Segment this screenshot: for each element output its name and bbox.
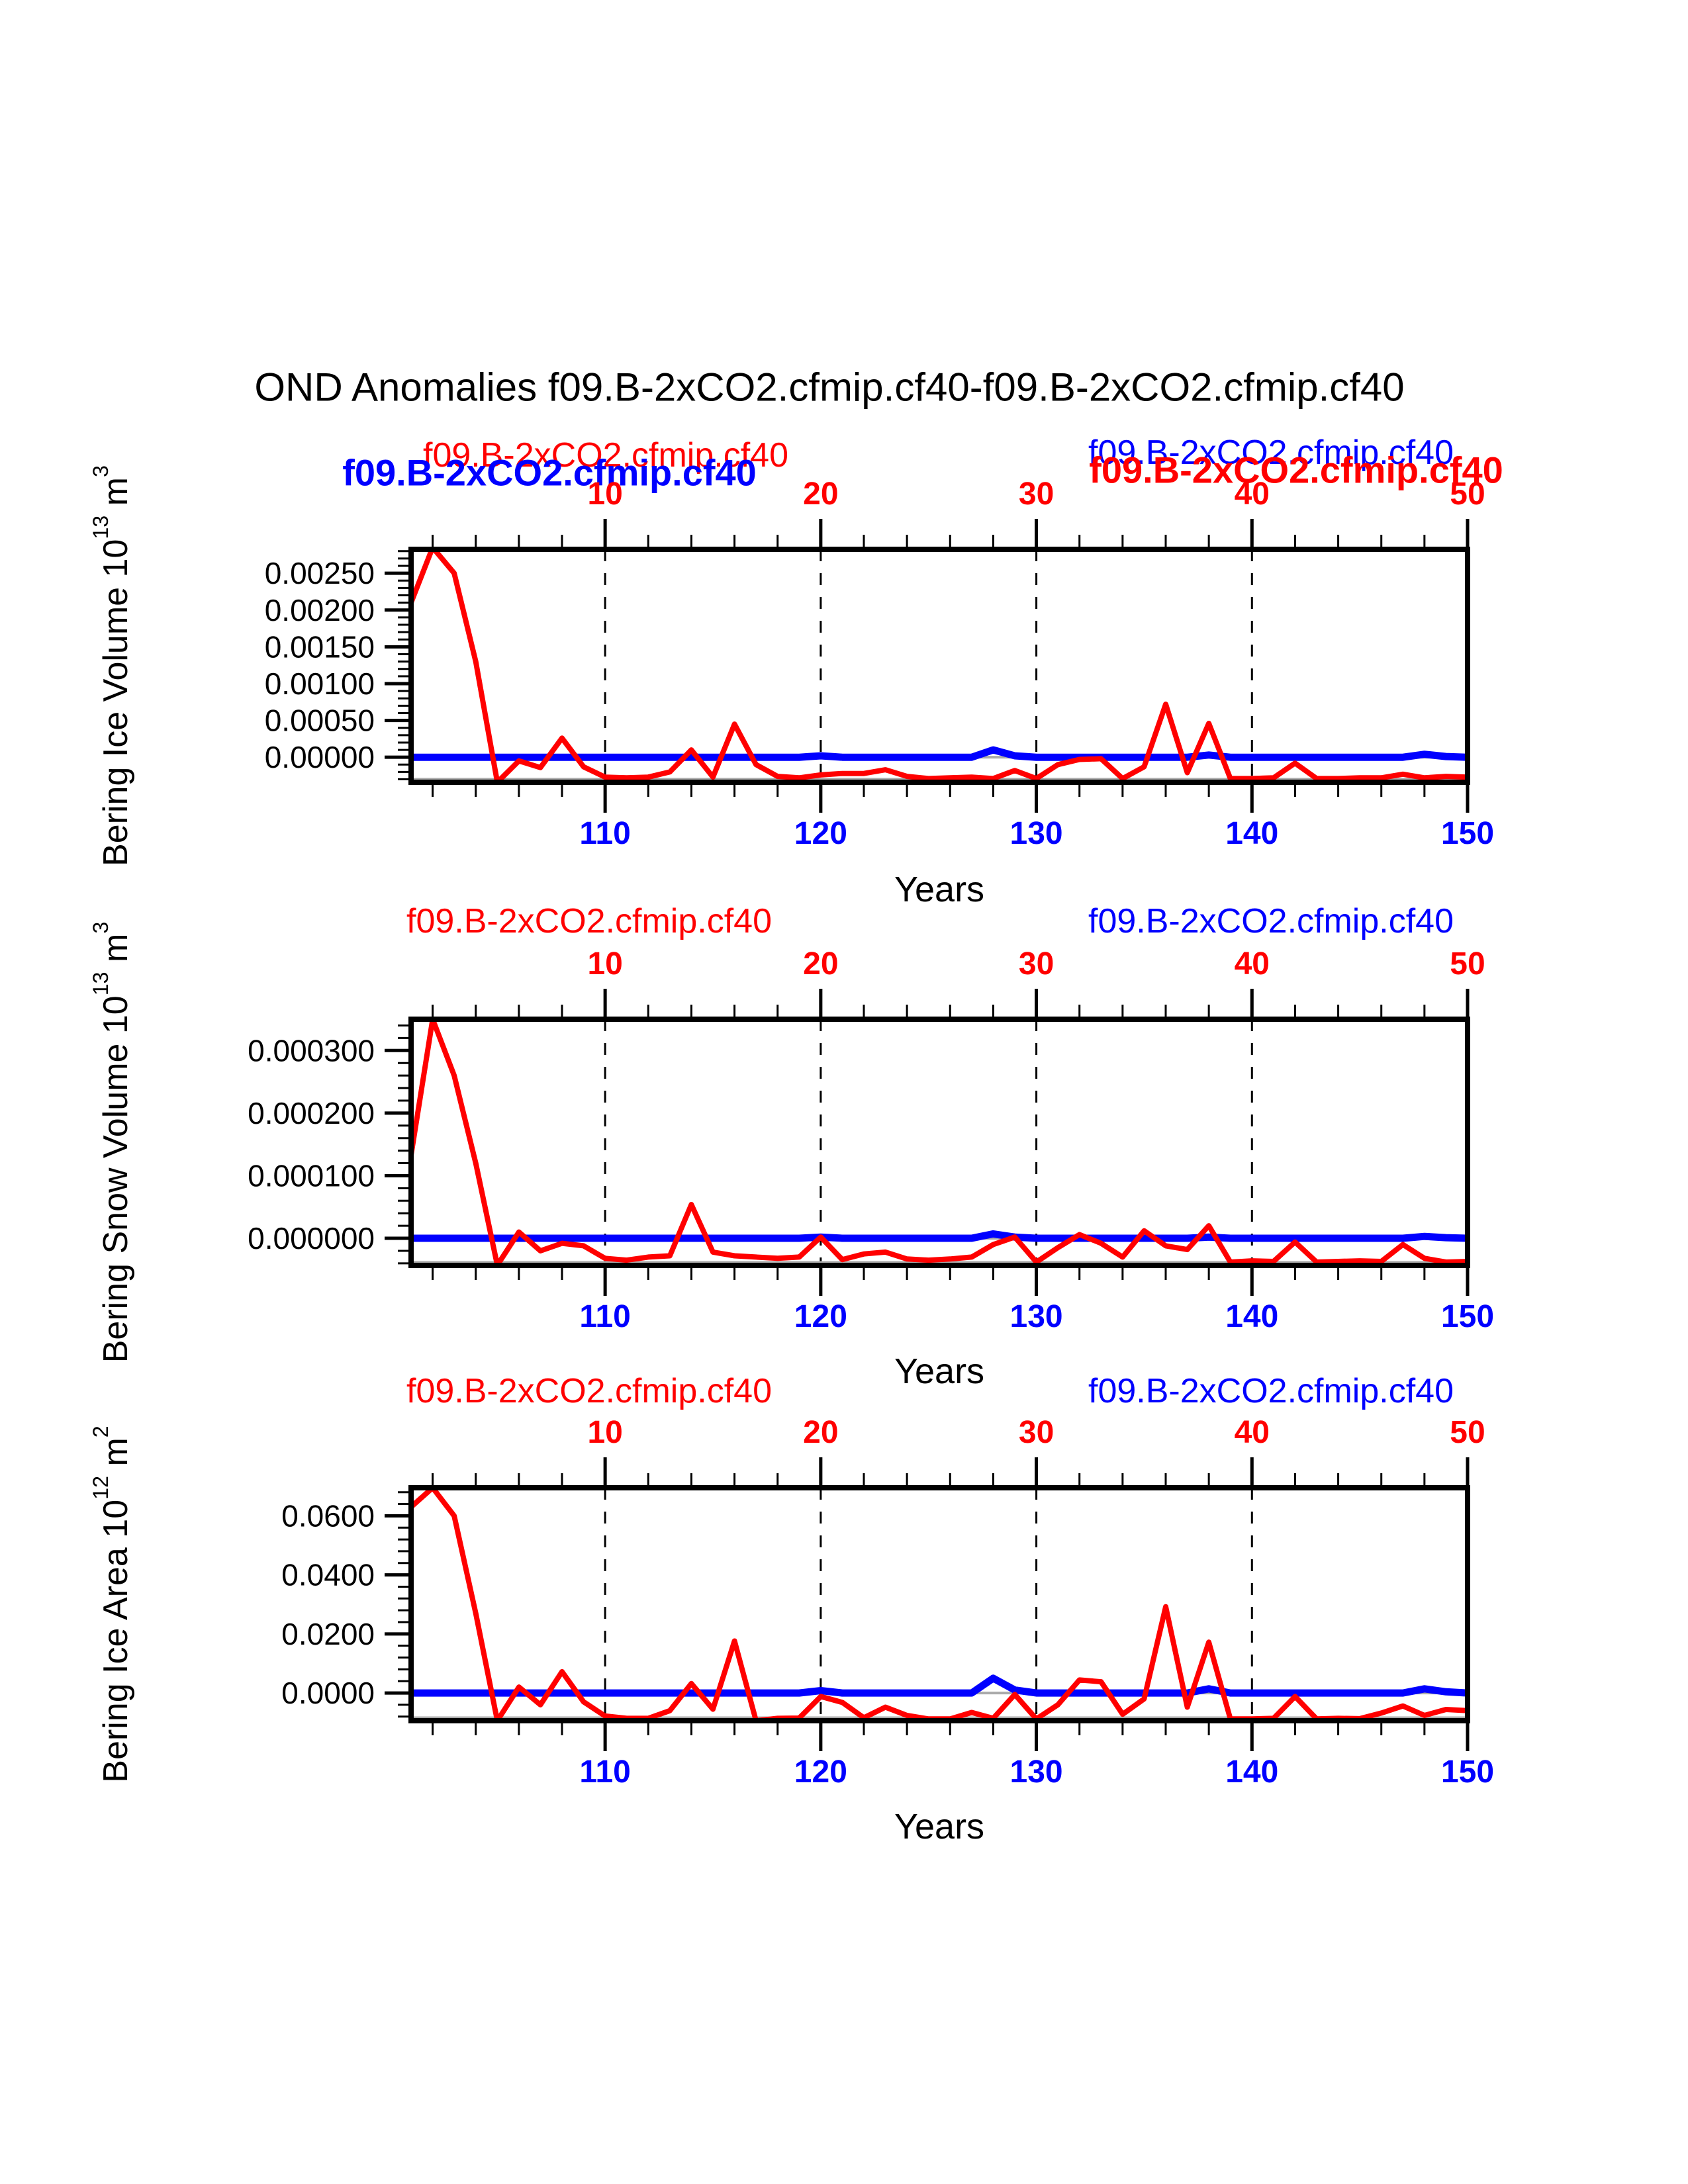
top-axis-number: 30 <box>1019 1415 1054 1450</box>
y-tick-label: 0.000000 <box>248 1221 375 1255</box>
y-tick-label: 0.000200 <box>248 1096 375 1130</box>
y-tick-label: 0.00200 <box>265 593 375 627</box>
top-axis-number: 30 <box>1019 477 1054 512</box>
top-axis-number: 20 <box>803 1415 838 1450</box>
top-axis-number: 50 <box>1450 1415 1485 1450</box>
top-axis-number: 50 <box>1450 477 1485 512</box>
legend-blue-series: f09.B-2xCO2.cfmip.cf40 <box>1088 902 1454 940</box>
top-axis-number: 20 <box>803 477 838 512</box>
legend-blue-series: f09.B-2xCO2.cfmip.cf40 <box>342 451 757 494</box>
y-tick-label: 0.0600 <box>281 1498 375 1533</box>
bottom-axis-number: 130 <box>1010 1754 1063 1790</box>
legend-red-series: f09.B-2xCO2.cfmip.cf40 <box>423 436 788 475</box>
bottom-axis-number: 140 <box>1225 1299 1278 1334</box>
y-tick-label: 0.0000 <box>281 1676 375 1710</box>
panel-frame <box>408 1017 1470 1268</box>
bottom-axis-number: 150 <box>1441 816 1494 851</box>
legend-red-series: f09.B-2xCO2.cfmip.cf40 <box>406 1372 772 1410</box>
bottom-axis-number: 130 <box>1010 1299 1063 1334</box>
bottom-axis-number: 110 <box>579 1754 630 1790</box>
legend-blue-series: f09.B-2xCO2.cfmip.cf40 <box>1088 1372 1454 1410</box>
data-line-blue <box>410 746 1469 761</box>
top-axis-number: 50 <box>1450 946 1485 981</box>
data-line-red <box>410 547 1469 784</box>
y-tick-label: 0.0200 <box>281 1617 375 1651</box>
y-tick-label: 0.00050 <box>265 704 375 738</box>
bottom-axis-number: 140 <box>1225 816 1278 851</box>
y-tick-label: 0.00000 <box>265 740 375 774</box>
top-axis-number: 30 <box>1019 946 1054 981</box>
data-line-red <box>410 1017 1469 1267</box>
top-axis-number: 10 <box>587 1415 622 1450</box>
top-axis-number: 10 <box>587 477 622 512</box>
page-title: OND Anomalies f09.B-2xCO2.cfmip.cf40-f09… <box>254 365 1405 410</box>
top-axis-number: 20 <box>803 946 838 981</box>
x-axis-title: Years <box>894 870 985 909</box>
panel-frame <box>408 1485 1470 1723</box>
bottom-axis-number: 110 <box>579 816 630 851</box>
data-line-red <box>410 1486 1469 1723</box>
data-line-blue <box>410 1230 1469 1242</box>
legend-red-series: f09.B-2xCO2.cfmip.cf40 <box>1089 449 1503 491</box>
y-tick-label: 0.00100 <box>265 666 375 701</box>
top-axis-number: 40 <box>1235 1415 1270 1450</box>
y-tick-label: 0.000100 <box>248 1158 375 1193</box>
top-axis-number: 40 <box>1235 946 1270 981</box>
bottom-axis-number: 130 <box>1010 816 1063 851</box>
y-tick-label: 0.0400 <box>281 1558 375 1592</box>
x-axis-title: Years <box>894 1351 985 1391</box>
bottom-axis-number: 150 <box>1441 1754 1494 1790</box>
bottom-axis-number: 120 <box>794 816 847 851</box>
legend-blue-series: f09.B-2xCO2.cfmip.cf40 <box>1088 433 1454 472</box>
bottom-axis-number: 120 <box>794 1754 847 1790</box>
bottom-axis-number: 140 <box>1225 1754 1278 1790</box>
y-tick-label: 0.000300 <box>248 1033 375 1068</box>
bottom-axis-number: 150 <box>1441 1299 1494 1334</box>
y-tick-label: 0.00250 <box>265 556 375 590</box>
data-line-blue <box>410 1674 1469 1697</box>
y-tick-label: 0.00150 <box>265 629 375 664</box>
x-axis-title: Years <box>894 1807 985 1846</box>
legend-red-series: f09.B-2xCO2.cfmip.cf40 <box>406 902 772 940</box>
panel-frame <box>408 547 1470 785</box>
top-axis-number: 10 <box>587 946 622 981</box>
bottom-axis-number: 120 <box>794 1299 847 1334</box>
bottom-axis-number: 110 <box>579 1299 630 1334</box>
top-axis-number: 40 <box>1235 477 1270 512</box>
